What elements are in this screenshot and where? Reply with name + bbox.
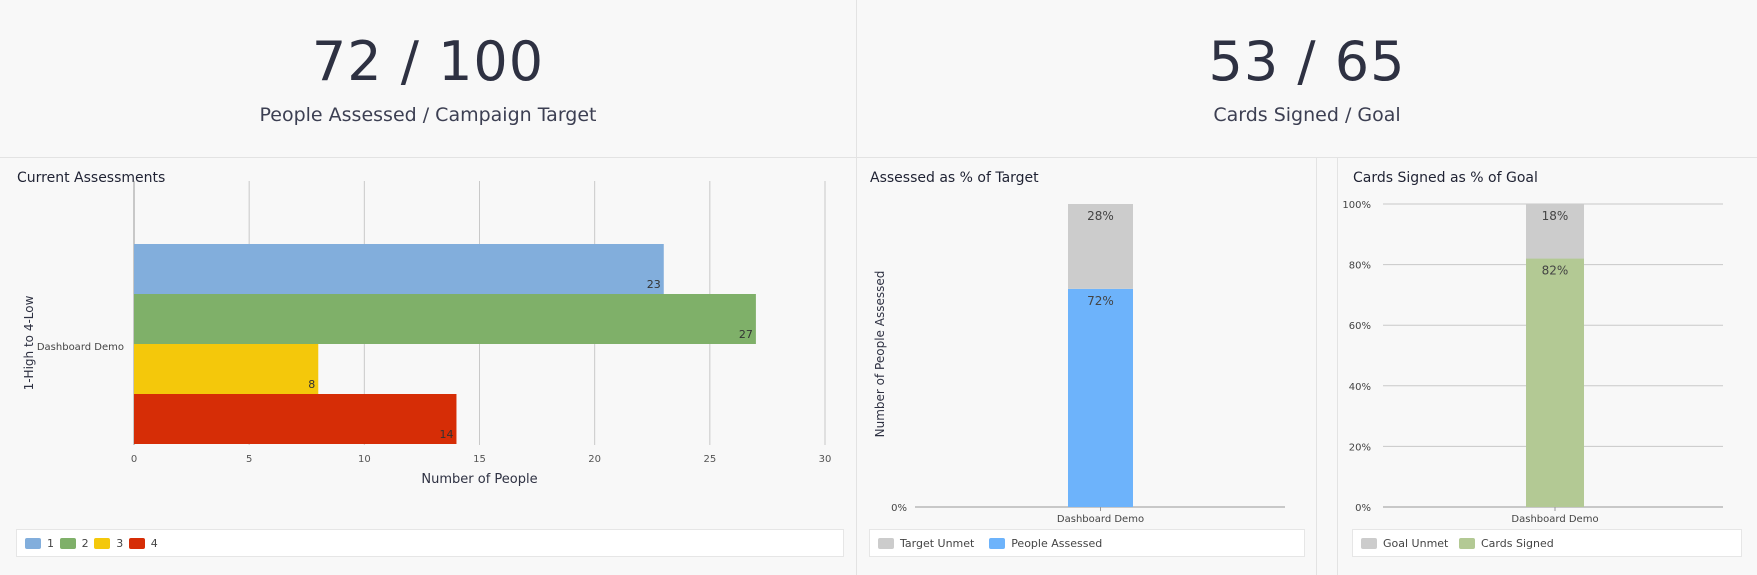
assessed-pct-chart: 0% 72% 28% Dashboard Demo Number of People A…: [873, 204, 1285, 525]
y-axis-title: 1-High to 4-Low: [22, 295, 36, 390]
y-tick-label: 0%: [1355, 503, 1371, 514]
chart-legend: Target Unmet People Assessed: [869, 529, 1305, 557]
stacked-bar-segment: [1068, 204, 1133, 289]
legend-swatch: [94, 538, 111, 549]
bar-series-3: [134, 344, 319, 394]
panel-cards-pct: Cards Signed as % of Goal 0% 20% 40% 60% 80%…: [1338, 158, 1757, 575]
panel-assessed-pct: Assessed as % of Target 0% 72% 28% Dashboar…: [857, 158, 1317, 575]
legend-label: 1: [47, 537, 54, 550]
data-label: 28%: [1087, 209, 1114, 223]
data-label: 23: [647, 278, 661, 291]
legend-swatch: [878, 538, 894, 549]
legend-swatch: [1361, 538, 1377, 549]
bar-series-4: [134, 394, 457, 444]
y-tick-label: 0%: [891, 503, 907, 514]
data-label: 72%: [1087, 294, 1114, 308]
data-label: 18%: [1542, 209, 1569, 223]
kpi-value: 72 / 100: [311, 30, 545, 93]
current-assessments-chart: 0 5 10 15 20 25 30 23 27 8 14 Dashboard Demo Number …: [22, 181, 832, 487]
x-tick-label: 10: [358, 454, 371, 465]
legend-swatch: [25, 538, 41, 549]
kpi-caption: Cards Signed / Goal: [1213, 104, 1401, 126]
chart-legend: Goal Unmet Cards Signed: [1352, 529, 1742, 557]
x-tick-label: 30: [819, 454, 832, 465]
y-tick-label: 40%: [1349, 382, 1371, 393]
stacked-bar-segment: [1526, 258, 1584, 507]
legend-item[interactable]: Goal Unmet: [1361, 538, 1448, 550]
legend-label: People Assessed: [1011, 537, 1103, 550]
kpi-cards-signed: 53 / 65 Cards Signed / Goal: [857, 0, 1757, 158]
legend-item[interactable]: 3: [94, 538, 123, 550]
stacked-bar-segment: [1068, 288, 1133, 507]
legend-swatch: [989, 538, 1006, 549]
bar-series-1: [134, 244, 664, 294]
data-label: 14: [439, 428, 453, 441]
x-tick-label: 20: [588, 454, 601, 465]
panel-title: Current Assessments: [17, 170, 166, 186]
y-tick-label: 100%: [1342, 200, 1371, 211]
legend-label: Goal Unmet: [1383, 537, 1449, 550]
y-tick-label: 80%: [1349, 261, 1371, 272]
panel-current-assessments: Current Assessments 0 5 10 15 20 25 30 23 27 8 14 D…: [0, 158, 857, 575]
cards-pct-chart: 0% 20% 40% 60% 80% 100% 82% 18% Dashboard Demo: [1342, 200, 1723, 525]
panel-title: Cards Signed as % of Goal: [1353, 170, 1538, 186]
panel-title: Assessed as % of Target: [870, 170, 1039, 186]
data-label: 82%: [1542, 264, 1569, 278]
panel-divider: [1337, 158, 1338, 575]
data-label: 27: [739, 328, 753, 341]
legend-swatch: [128, 538, 145, 549]
chart-legend: 1 2 3 4: [16, 529, 844, 557]
stacked-bar-segment: [1526, 204, 1584, 259]
legend-swatch: [59, 538, 76, 549]
kpi-caption: People Assessed / Campaign Target: [259, 104, 597, 126]
x-tick-label: 15: [473, 454, 486, 465]
legend-item[interactable]: 1: [25, 538, 54, 550]
legend-item[interactable]: 2: [59, 537, 89, 550]
x-tick-label: 25: [703, 454, 716, 465]
x-tick-label: 5: [246, 454, 252, 465]
legend-item[interactable]: Cards Signed: [1459, 538, 1554, 550]
kpi-people-assessed: 72 / 100 People Assessed / Campaign Targ…: [0, 0, 857, 158]
y-tick-label: 60%: [1349, 321, 1371, 332]
x-category-label: Dashboard Demo: [1057, 514, 1144, 525]
legend-item[interactable]: 4: [128, 537, 158, 550]
legend-item[interactable]: Target Unmet: [878, 538, 974, 550]
bar-series-2: [134, 294, 756, 344]
data-label: 8: [308, 378, 315, 391]
legend-label: Cards Signed: [1481, 537, 1554, 550]
x-tick-label: 0: [131, 454, 137, 465]
legend-item[interactable]: People Assessed: [989, 538, 1102, 550]
y-category-label: Dashboard Demo: [37, 342, 124, 353]
x-axis-title: Number of People: [421, 472, 537, 487]
y-axis-title: Number of People Assessed: [873, 271, 887, 438]
kpi-value: 53 / 65: [1208, 30, 1406, 93]
legend-label: 4: [150, 537, 158, 550]
legend-label: 3: [116, 537, 124, 550]
y-tick-label: 20%: [1349, 442, 1371, 453]
legend-label: 2: [81, 537, 89, 550]
legend-label: Target Unmet: [900, 537, 975, 550]
legend-swatch: [1459, 538, 1475, 549]
x-category-label: Dashboard Demo: [1511, 514, 1598, 525]
